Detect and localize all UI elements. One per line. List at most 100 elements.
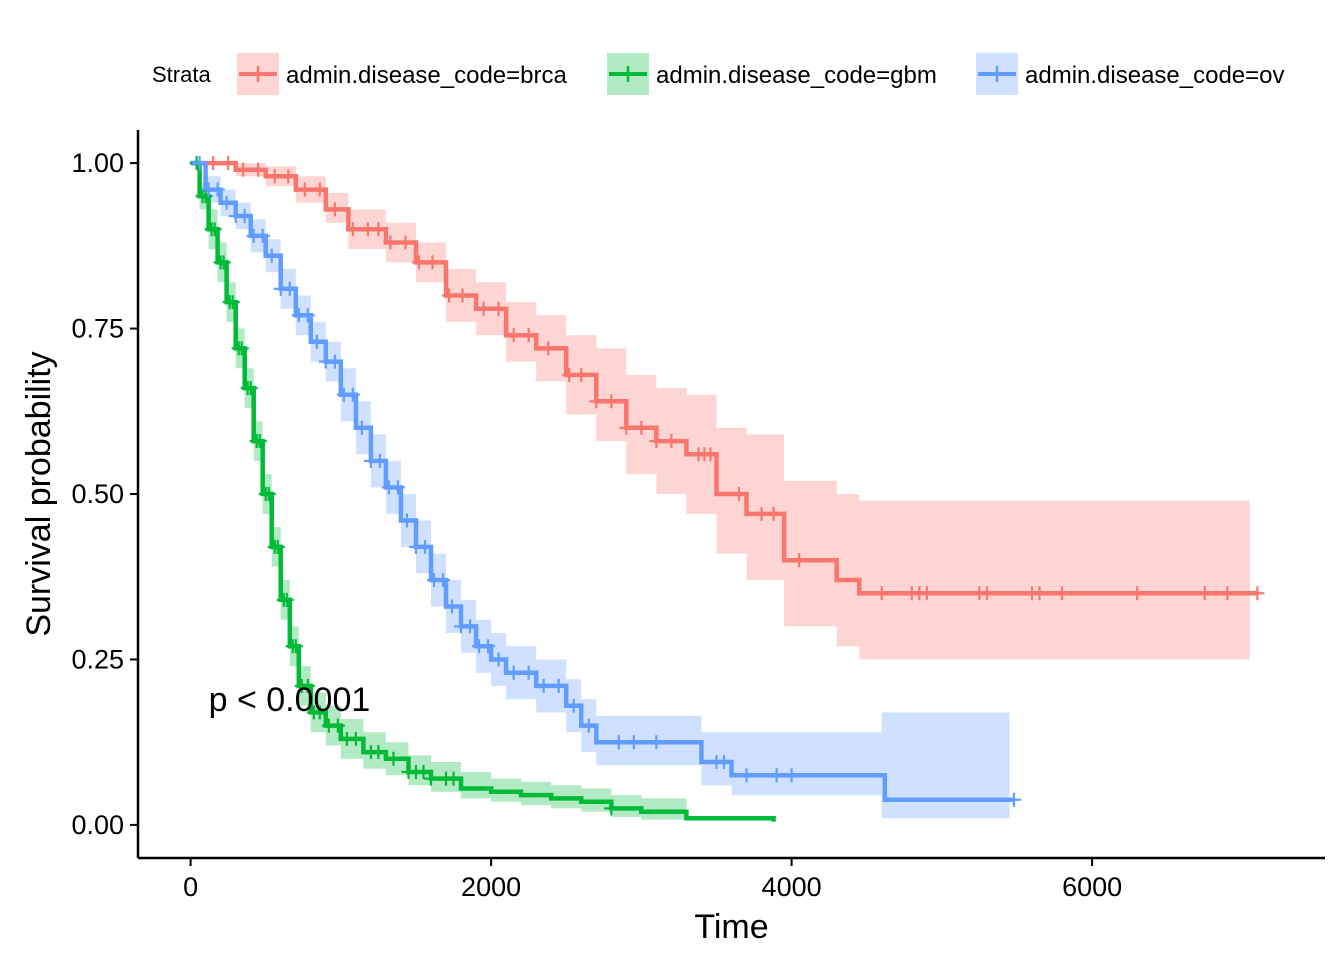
censor-mark — [327, 202, 342, 217]
censor-mark — [252, 434, 267, 449]
censor-mark — [417, 539, 432, 554]
censor-mark — [566, 698, 581, 713]
censor-mark — [345, 222, 360, 237]
censor-mark — [769, 768, 784, 783]
y-axis-title: Survival probability — [20, 351, 58, 636]
censor-mark — [1006, 792, 1021, 807]
censor-mark — [371, 745, 386, 760]
censor-mark — [398, 235, 413, 250]
censor-mark — [354, 420, 369, 435]
censor-mark — [739, 768, 754, 783]
censor-mark — [445, 599, 460, 614]
censor-mark — [604, 394, 619, 409]
censor-mark — [423, 771, 438, 786]
legend-item-1: admin.disease_code=gbm — [607, 53, 937, 95]
censor-mark — [442, 288, 457, 303]
censor-mark — [416, 764, 431, 779]
censor-mark — [649, 434, 664, 449]
censor-mark — [581, 718, 596, 733]
censor-mark — [491, 301, 506, 316]
censor-mark — [348, 731, 363, 746]
censor-mark — [264, 248, 279, 263]
censor-mark — [251, 162, 266, 177]
legend-item-2: admin.disease_code=ov — [976, 53, 1285, 95]
confidence-bands — [190, 163, 1250, 823]
censor-mark — [1220, 586, 1235, 601]
censor-mark — [562, 367, 577, 382]
censor-mark — [979, 586, 994, 601]
censor-mark — [1032, 586, 1047, 601]
censor-mark — [312, 705, 327, 720]
legend-label: admin.disease_code=brca — [286, 62, 568, 89]
censor-mark — [536, 678, 551, 693]
censor-mark — [589, 394, 604, 409]
censor-mark — [436, 573, 451, 588]
censor-mark — [874, 586, 889, 601]
censor-mark — [345, 387, 360, 402]
censor-mark — [255, 228, 270, 243]
censor-mark — [282, 281, 297, 296]
censor-marks — [189, 156, 1265, 816]
censor-mark — [1197, 586, 1212, 601]
censor-mark — [521, 665, 536, 680]
x-tick-label: 2000 — [461, 872, 521, 902]
y-tick-label: 1.00 — [71, 148, 124, 178]
legend-label: admin.disease_code=gbm — [656, 62, 937, 89]
censor-mark — [716, 755, 731, 770]
legend-item-0: admin.disease_code=brca — [237, 53, 568, 95]
censor-mark — [792, 553, 807, 568]
censor-mark — [281, 169, 296, 184]
censor-mark — [192, 156, 207, 171]
censor-mark — [425, 255, 440, 270]
censor-mark — [574, 367, 589, 382]
censor-mark — [664, 434, 679, 449]
legend-title: Strata — [152, 62, 211, 87]
censor-mark — [312, 182, 327, 197]
censor-mark — [297, 182, 312, 197]
axes: 0.00 0.25 0.50 0.75 1.00 0 2000 4000 6000 — [71, 130, 1325, 902]
censor-mark — [399, 513, 414, 528]
censor-mark — [481, 639, 496, 654]
censor-mark — [207, 222, 222, 237]
x-tick-label: 0 — [183, 872, 198, 902]
censor-mark — [506, 665, 521, 680]
censor-mark — [225, 295, 240, 310]
x-tick-label: 6000 — [1062, 872, 1122, 902]
y-tick-label: 0.50 — [71, 479, 124, 509]
censor-mark — [411, 255, 426, 270]
censor-mark — [619, 420, 634, 435]
censor-mark — [261, 487, 276, 501]
censor-mark — [1130, 586, 1145, 601]
censor-mark — [455, 288, 470, 303]
p-value-annotation: p < 0.0001 — [209, 681, 371, 719]
censor-mark — [390, 480, 405, 495]
censor-mark — [463, 619, 478, 634]
censor-mark — [766, 506, 781, 521]
censor-mark — [649, 735, 664, 750]
censor-mark — [1055, 586, 1070, 601]
y-tick-label: 0.00 — [71, 810, 124, 840]
censor-mark — [476, 301, 491, 316]
censor-mark — [206, 156, 221, 171]
censor-mark — [300, 308, 315, 323]
censor-mark — [330, 718, 345, 733]
censor-mark — [270, 539, 285, 554]
censor-mark — [506, 328, 521, 343]
censor-mark — [236, 162, 251, 177]
legend: Strata admin.disease_code=brca admin.disea… — [152, 53, 1285, 95]
y-tick-label: 0.25 — [71, 644, 124, 674]
y-tick-label: 0.75 — [71, 314, 124, 344]
ci-band-0 — [190, 163, 1250, 660]
censor-mark — [732, 487, 747, 501]
censor-mark — [221, 156, 236, 171]
censor-mark — [371, 222, 386, 237]
censor-mark — [309, 334, 324, 349]
censor-mark — [237, 209, 252, 224]
legend-label: admin.disease_code=ov — [1025, 62, 1285, 89]
censor-mark — [234, 341, 249, 356]
censor-mark — [267, 169, 282, 184]
censor-mark — [634, 420, 649, 435]
censor-mark — [300, 678, 315, 693]
censor-mark — [1250, 586, 1265, 601]
